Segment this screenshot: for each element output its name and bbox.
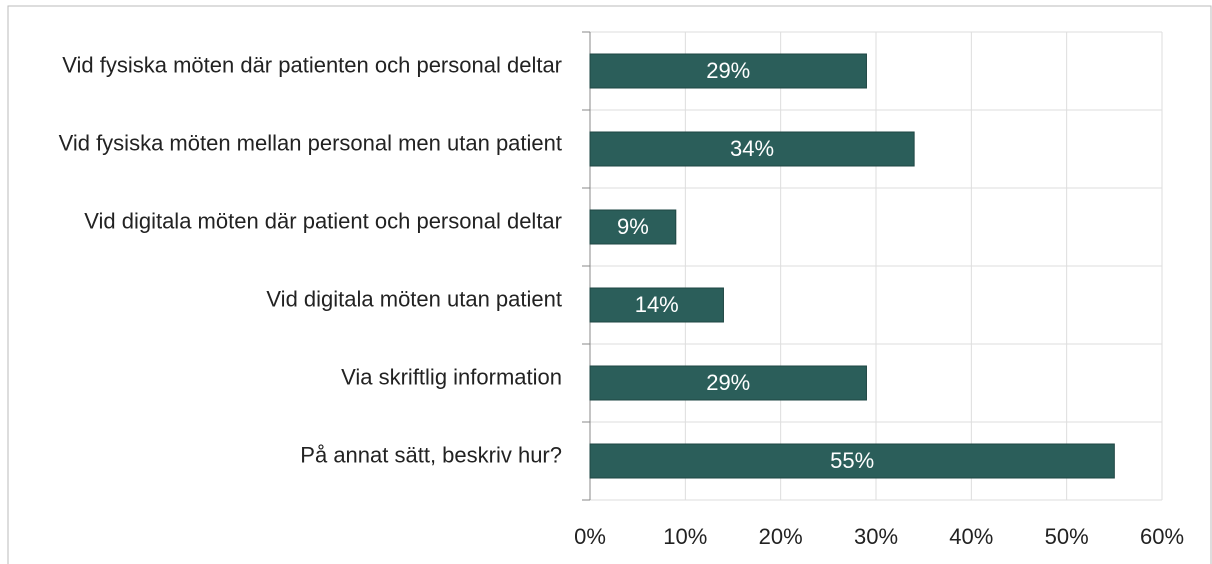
x-tick-label: 60% xyxy=(1140,524,1184,549)
y-tick-label: Vid fysiska möten mellan personal men ut… xyxy=(58,130,562,156)
y-tick-label: Vid digitala möten utan patient xyxy=(266,286,562,312)
y-tick-label: Vid fysiska möten där patienten och pers… xyxy=(62,52,562,78)
bar xyxy=(589,287,724,323)
y-tick-label: På annat sätt, beskriv hur? xyxy=(300,442,562,468)
x-tick-label: 50% xyxy=(1045,524,1089,549)
chart-border xyxy=(7,5,1212,564)
bar xyxy=(589,53,867,89)
x-tick-label: 40% xyxy=(949,524,993,549)
bar xyxy=(589,365,867,401)
bar xyxy=(589,131,915,167)
value-label: 55% xyxy=(830,448,874,473)
x-tick-label: 20% xyxy=(759,524,803,549)
value-label: 14% xyxy=(635,292,679,317)
value-label: 29% xyxy=(706,370,750,395)
x-tick-label: 0% xyxy=(574,524,606,549)
value-label: 29% xyxy=(706,58,750,83)
x-tick-label: 30% xyxy=(854,524,898,549)
value-label: 34% xyxy=(730,136,774,161)
x-tick-label: 10% xyxy=(663,524,707,549)
y-tick-label: Vid digitala möten där patient och perso… xyxy=(84,208,562,234)
bar xyxy=(589,443,1115,479)
y-tick-label: Via skriftlig information xyxy=(341,364,562,390)
bar xyxy=(589,209,677,245)
value-label: 9% xyxy=(617,214,649,239)
